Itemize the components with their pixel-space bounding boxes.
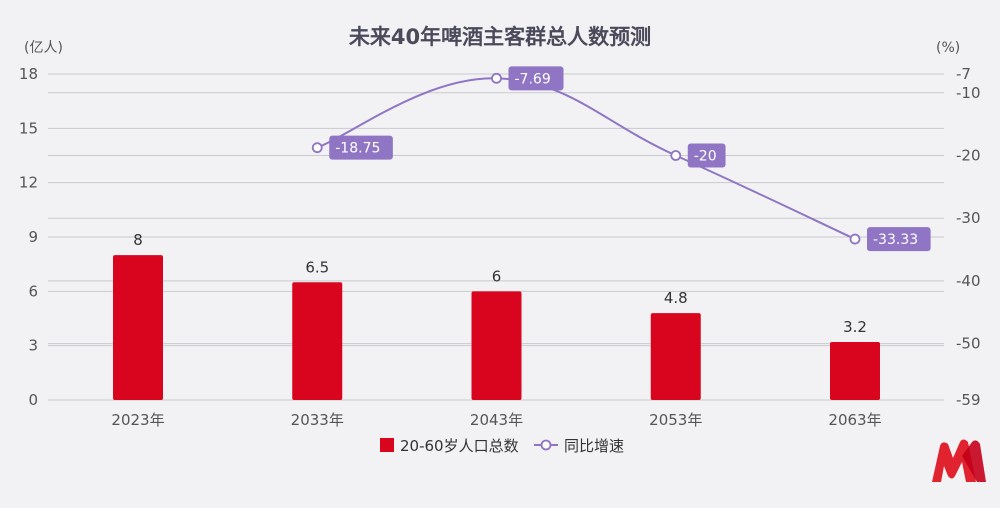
brand-logo-icon <box>932 439 986 482</box>
bar-value-label: 8 <box>133 231 143 249</box>
bar-value-label: 6 <box>492 267 502 285</box>
left-tick-label: 6 <box>28 282 38 300</box>
line-point <box>849 233 861 245</box>
left-tick-label: 0 <box>28 391 38 409</box>
line-value-label: -20 <box>694 149 717 165</box>
bar <box>113 255 163 400</box>
line-point <box>670 150 682 161</box>
left-axis-unit: (亿人) <box>24 40 63 56</box>
legend-bar-swatch <box>380 438 394 452</box>
bar <box>650 313 701 400</box>
left-tick-label: 18 <box>19 65 38 83</box>
right-tick-label: -59 <box>956 391 981 409</box>
right-tick-label: -30 <box>956 209 981 227</box>
right-tick-label: -20 <box>956 147 981 165</box>
bar-value-label: 6.5 <box>305 258 329 276</box>
legend-line-marker <box>540 439 552 451</box>
left-axis-ticks: 0 3 6 9 12 15 18 <box>19 65 38 409</box>
growth-line <box>316 77 856 240</box>
line-value-callout <box>329 135 393 160</box>
bar-value-label: 4.8 <box>664 289 688 307</box>
line-value-label: -7.69 <box>515 71 551 87</box>
x-tick-label: 2043年 <box>470 411 523 429</box>
right-tick-label: -10 <box>956 84 981 102</box>
legend-line-label: 同比增速 <box>564 437 624 455</box>
line-value-label: -33.33 <box>873 232 918 248</box>
right-tick-label: -40 <box>956 272 981 290</box>
right-tick-label: -50 <box>956 335 981 353</box>
x-tick-label: 2033年 <box>291 411 344 429</box>
line-value-callout <box>867 227 931 252</box>
x-tick-label: 2023年 <box>111 411 164 429</box>
x-tick-label: 2063年 <box>828 411 881 429</box>
line-point <box>491 72 502 84</box>
right-axis-unit: (%) <box>936 40 960 56</box>
line-series: -18.75 -7.69 -20 -33.33 <box>311 66 931 252</box>
left-tick-label: 15 <box>19 119 38 137</box>
bar <box>471 291 522 400</box>
x-axis-labels: 2023年 2033年 2043年 2053年 2063年 <box>111 411 881 429</box>
left-tick-label: 9 <box>28 228 38 246</box>
x-tick-label: 2053年 <box>649 411 702 429</box>
line-value-callout <box>687 143 726 168</box>
line-point <box>311 142 323 154</box>
right-axis-ticks: -59 -50 -40 -30 -20 -10-7 <box>956 65 981 409</box>
right-tick-label: -7 <box>956 65 971 83</box>
bar <box>292 282 343 400</box>
legend-bar-label: 20-60岁人口总数 <box>400 437 519 455</box>
bar-data-labels: 8 6.5 6 4.8 3.2 <box>133 231 867 336</box>
left-tick-label: 12 <box>19 174 38 192</box>
line-value-callout <box>508 66 564 91</box>
bar-value-label: 3.2 <box>843 318 867 336</box>
chart-title: 未来40年啤酒主客群总人数预测 <box>349 25 651 49</box>
legend: 20-60岁人口总数 同比增速 <box>380 437 624 455</box>
line-value-label: -18.75 <box>335 141 380 157</box>
bar-series <box>113 255 880 400</box>
left-tick-label: 3 <box>28 337 38 355</box>
bar <box>830 342 880 400</box>
